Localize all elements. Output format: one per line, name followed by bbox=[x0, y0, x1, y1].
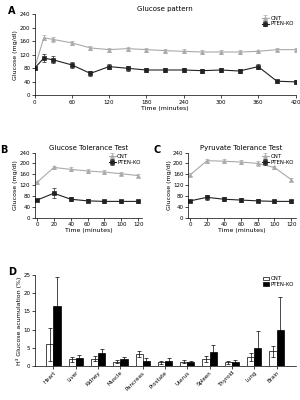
Bar bbox=[247, 357, 254, 366]
Legend: CNT, PTEN-KO: CNT, PTEN-KO bbox=[108, 154, 141, 166]
Bar bbox=[269, 352, 277, 366]
Text: C: C bbox=[153, 145, 160, 155]
Bar bbox=[158, 362, 165, 366]
Bar bbox=[143, 360, 150, 366]
Text: B: B bbox=[0, 145, 8, 155]
Y-axis label: H³ Glucose acumulation (%): H³ Glucose acumulation (%) bbox=[16, 276, 22, 364]
Bar bbox=[46, 344, 53, 366]
X-axis label: Time (minutes): Time (minutes) bbox=[141, 106, 189, 111]
Title: Glucose pattern: Glucose pattern bbox=[137, 6, 193, 12]
Text: A: A bbox=[8, 6, 16, 16]
Bar bbox=[120, 360, 128, 366]
X-axis label: Time (minutes): Time (minutes) bbox=[218, 228, 266, 233]
Bar bbox=[225, 362, 232, 366]
Legend: CNT, PTEN-KO: CNT, PTEN-KO bbox=[261, 15, 294, 27]
Bar bbox=[98, 353, 105, 366]
Bar bbox=[202, 359, 210, 366]
Bar bbox=[254, 348, 261, 366]
Bar bbox=[136, 354, 143, 366]
Bar bbox=[53, 306, 61, 366]
Bar bbox=[91, 359, 98, 366]
Bar bbox=[76, 358, 83, 366]
Bar bbox=[277, 330, 284, 366]
Bar bbox=[180, 362, 187, 366]
Bar bbox=[113, 362, 120, 366]
Title: Pyruvate Tolerance Test: Pyruvate Tolerance Test bbox=[200, 145, 283, 151]
X-axis label: Time (minutes): Time (minutes) bbox=[64, 228, 112, 233]
Bar bbox=[210, 352, 217, 366]
Legend: CNT, PTEN-KO: CNT, PTEN-KO bbox=[261, 154, 294, 166]
Bar bbox=[69, 360, 76, 366]
Y-axis label: Glucose (mg/dl): Glucose (mg/dl) bbox=[14, 160, 18, 210]
Bar bbox=[165, 360, 172, 366]
Text: D: D bbox=[8, 268, 16, 278]
Bar bbox=[232, 362, 239, 366]
Title: Glucose Tolerance Test: Glucose Tolerance Test bbox=[49, 145, 128, 151]
Y-axis label: Glucose (mg/dl): Glucose (mg/dl) bbox=[14, 30, 18, 80]
Bar bbox=[187, 362, 194, 366]
Y-axis label: Glucose (mg/dl): Glucose (mg/dl) bbox=[167, 160, 172, 210]
Legend: CNT, PTEN-KO: CNT, PTEN-KO bbox=[262, 276, 294, 288]
